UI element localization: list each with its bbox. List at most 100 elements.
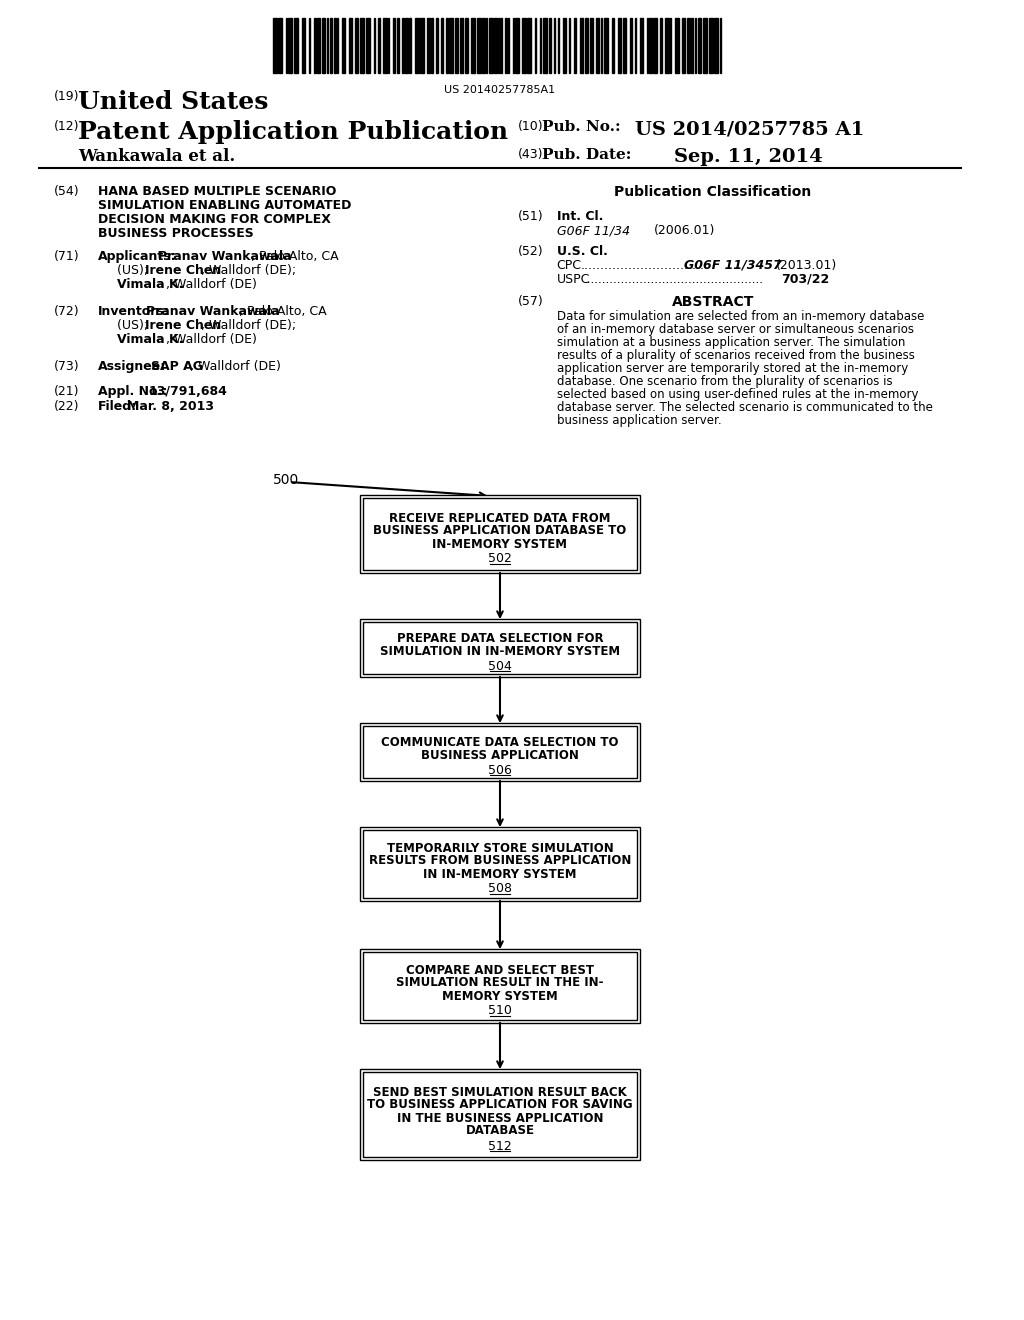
Bar bbox=[415, 18, 419, 73]
Bar bbox=[374, 18, 375, 73]
Bar bbox=[710, 18, 713, 73]
Bar bbox=[714, 18, 718, 73]
Bar bbox=[456, 18, 458, 73]
Bar bbox=[501, 18, 502, 73]
Bar bbox=[653, 18, 656, 73]
Text: , Walldorf (DE);: , Walldorf (DE); bbox=[201, 319, 296, 333]
Bar bbox=[471, 18, 475, 73]
Bar bbox=[279, 18, 282, 73]
Bar bbox=[401, 18, 404, 73]
Bar bbox=[364, 622, 637, 675]
Bar bbox=[682, 18, 685, 73]
Text: SAP AG: SAP AG bbox=[152, 360, 204, 374]
Bar bbox=[630, 18, 632, 73]
Bar bbox=[585, 18, 589, 73]
Bar bbox=[580, 18, 584, 73]
Bar bbox=[364, 726, 637, 777]
Text: 13/791,684: 13/791,684 bbox=[148, 385, 227, 399]
Text: 508: 508 bbox=[488, 883, 512, 895]
Text: (2006.01): (2006.01) bbox=[654, 224, 716, 238]
Bar bbox=[360, 495, 640, 573]
Bar bbox=[573, 18, 577, 73]
Bar bbox=[317, 18, 319, 73]
Bar bbox=[563, 18, 566, 73]
Bar bbox=[427, 18, 430, 73]
Text: COMMUNICATE DATA SELECTION TO: COMMUNICATE DATA SELECTION TO bbox=[381, 737, 618, 748]
Text: Vimala K.: Vimala K. bbox=[117, 279, 183, 290]
Text: (71): (71) bbox=[53, 249, 79, 263]
Bar bbox=[450, 18, 453, 73]
Text: PREPARE DATA SELECTION FOR: PREPARE DATA SELECTION FOR bbox=[396, 632, 603, 645]
Text: Applicants:: Applicants: bbox=[97, 249, 176, 263]
Text: (10): (10) bbox=[517, 120, 543, 133]
Text: TEMPORARILY STORE SIMULATION: TEMPORARILY STORE SIMULATION bbox=[387, 842, 613, 854]
Bar bbox=[640, 18, 643, 73]
Bar bbox=[623, 18, 627, 73]
Bar bbox=[294, 18, 298, 73]
Text: Filed:: Filed: bbox=[97, 400, 137, 413]
Bar bbox=[327, 18, 329, 73]
Text: Irene Chen: Irene Chen bbox=[144, 319, 221, 333]
Bar bbox=[604, 18, 608, 73]
Text: , Walldorf (DE);: , Walldorf (DE); bbox=[201, 264, 296, 277]
Bar bbox=[720, 18, 722, 73]
Text: simulation at a business application server. The simulation: simulation at a business application ser… bbox=[557, 337, 905, 348]
Bar bbox=[465, 18, 468, 73]
Bar bbox=[360, 828, 640, 902]
Text: ABSTRACT: ABSTRACT bbox=[672, 294, 754, 309]
Bar bbox=[549, 18, 551, 73]
Bar bbox=[535, 18, 536, 73]
Bar bbox=[431, 18, 433, 73]
Text: (19): (19) bbox=[53, 90, 79, 103]
Bar bbox=[569, 18, 570, 73]
Text: (US);: (US); bbox=[117, 264, 153, 277]
Text: (2013.01): (2013.01) bbox=[776, 259, 838, 272]
Text: Vimala K.: Vimala K. bbox=[117, 333, 183, 346]
Bar bbox=[543, 18, 547, 73]
Bar bbox=[273, 18, 278, 73]
Text: 500: 500 bbox=[273, 473, 300, 487]
Text: Assignee:: Assignee: bbox=[97, 360, 166, 374]
Bar bbox=[396, 18, 399, 73]
Bar bbox=[360, 18, 364, 73]
Text: 510: 510 bbox=[488, 1005, 512, 1018]
Text: Pranav Wankawala: Pranav Wankawala bbox=[158, 249, 292, 263]
Bar bbox=[445, 18, 447, 73]
Bar bbox=[355, 18, 357, 73]
Bar bbox=[360, 949, 640, 1023]
Text: (21): (21) bbox=[53, 385, 79, 399]
Text: IN IN-MEMORY SYSTEM: IN IN-MEMORY SYSTEM bbox=[423, 867, 577, 880]
Text: Data for simulation are selected from an in-memory database: Data for simulation are selected from an… bbox=[557, 310, 924, 323]
Bar bbox=[460, 18, 463, 73]
Bar bbox=[508, 18, 509, 73]
Bar bbox=[558, 18, 559, 73]
Bar bbox=[660, 18, 662, 73]
Bar bbox=[360, 1069, 640, 1160]
Bar bbox=[335, 18, 336, 73]
Text: COMPARE AND SELECT BEST: COMPARE AND SELECT BEST bbox=[406, 964, 594, 977]
Bar bbox=[379, 18, 380, 73]
Text: business application server.: business application server. bbox=[557, 414, 721, 426]
Text: , Walldorf (DE): , Walldorf (DE) bbox=[190, 360, 282, 374]
Text: HANA BASED MULTIPLE SCENARIO: HANA BASED MULTIPLE SCENARIO bbox=[97, 185, 336, 198]
Text: , Walldorf (DE): , Walldorf (DE) bbox=[166, 279, 257, 290]
Bar bbox=[337, 18, 338, 73]
Bar bbox=[703, 18, 707, 73]
Bar bbox=[522, 18, 526, 73]
Bar bbox=[342, 18, 345, 73]
Text: IN-MEMORY SYSTEM: IN-MEMORY SYSTEM bbox=[432, 537, 567, 550]
Text: (54): (54) bbox=[53, 185, 79, 198]
Bar bbox=[364, 830, 637, 898]
Bar bbox=[600, 18, 602, 73]
Bar bbox=[383, 18, 387, 73]
Bar bbox=[323, 18, 325, 73]
Text: selected based on using user-defined rules at the in-memory: selected based on using user-defined rul… bbox=[557, 388, 919, 401]
Bar bbox=[666, 18, 669, 73]
Bar bbox=[649, 18, 652, 73]
Bar bbox=[286, 18, 287, 73]
Text: BUSINESS APPLICATION DATABASE TO: BUSINESS APPLICATION DATABASE TO bbox=[374, 524, 627, 537]
Bar bbox=[388, 18, 389, 73]
Bar bbox=[406, 18, 408, 73]
Bar bbox=[288, 18, 292, 73]
Bar bbox=[477, 18, 481, 73]
